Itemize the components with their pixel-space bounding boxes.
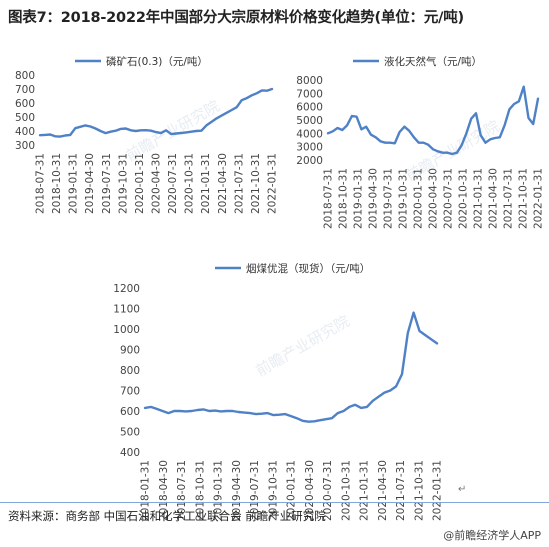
y-tick-label: 8000 [296, 75, 323, 87]
x-tick-label: 2020-01-31 [286, 460, 298, 521]
x-tick-label: 2022-01-31 [432, 460, 444, 521]
divider [0, 502, 549, 503]
return-mark: ↵ [458, 484, 467, 495]
x-tick-label: 2018-10-31 [338, 168, 350, 229]
x-tick-label: 2019-04-30 [368, 168, 380, 229]
x-tick-label: 2020-10-31 [458, 168, 470, 229]
x-tick-label: 2019-01-31 [353, 168, 365, 229]
y-tick-label: 600 [120, 406, 140, 418]
x-tick-label: 2018-07-31 [323, 168, 335, 229]
y-tick-label: 800 [120, 365, 140, 377]
y-tick-label: 600 [15, 98, 35, 110]
x-tick-label: 2018-07-31 [35, 153, 47, 214]
x-tick-label: 2019-10-31 [117, 153, 129, 214]
y-tick-label: 400 [120, 447, 140, 459]
lng-chart: 液化天然气（元/吨） 2000 3000 4000 5000 6000 7000 8000 20… [278, 50, 549, 250]
x-tick-label: 2020-04-30 [428, 168, 440, 229]
x-tick-label: 2019-01-31 [213, 460, 225, 521]
chart-svg: 烟煤优混（现货）（元/吨） 400 500 600 700 800 900 1000 1100 1… [113, 262, 443, 521]
y-tick-label: 900 [120, 345, 140, 357]
y-tick-label: 1200 [113, 283, 140, 295]
source-note: 资料来源：商务部 中国石油和化学工业联合会 前瞻产业研究院 [8, 509, 326, 523]
x-tick-label: 2022-01-31 [267, 153, 279, 214]
y-tick-label: 1100 [113, 304, 140, 316]
y-tick-label: 700 [120, 386, 140, 398]
y-tick-label: 300 [15, 140, 35, 152]
x-tick-label: 2021-10-31 [250, 153, 262, 214]
x-tick-label: 2020-04-30 [151, 153, 163, 214]
y-tick-label: 4000 [296, 128, 323, 140]
x-tick-label: 2019-04-30 [231, 460, 243, 521]
y-tick-label: 1000 [113, 324, 140, 336]
y-tick-label: 500 [120, 427, 140, 439]
x-tick-label: 2018-10-31 [51, 153, 63, 214]
series-line [38, 87, 274, 138]
x-tick-label: 2021-07-31 [395, 460, 407, 521]
y-tick-label: 700 [15, 84, 35, 96]
x-tick-label: 2020-07-31 [167, 153, 179, 214]
x-tick-label: 2021-01-31 [200, 153, 212, 214]
legend-label: 液化天然气（元/吨） [384, 55, 482, 68]
x-tick-label: 2018-07-31 [176, 460, 188, 521]
x-tick-label: 2021-04-30 [488, 168, 500, 229]
x-tick-label: 2019-07-31 [101, 153, 113, 214]
x-tick-label: 2020-01-31 [134, 153, 146, 214]
x-tick-label: 2018-01-31 [140, 460, 152, 521]
x-tick-label: 2020-07-31 [443, 168, 455, 229]
x-tick-label: 2021-10-31 [413, 460, 425, 521]
x-tick-label: 2018-04-30 [158, 460, 170, 521]
x-tick-label: 2021-07-31 [503, 168, 515, 229]
x-tick-label: 2019-07-31 [249, 460, 261, 521]
series-line [326, 85, 540, 156]
x-tick-label: 2020-07-31 [322, 460, 334, 521]
y-tick-label: 500 [15, 112, 35, 124]
x-tick-label: 2019-01-31 [68, 153, 80, 214]
y-tick-label: 2000 [296, 155, 323, 167]
x-tick-label: 2022-01-31 [533, 168, 545, 229]
y-tick-label: 800 [15, 70, 35, 82]
x-tick-label: 2018-10-31 [194, 460, 206, 521]
x-tick-label: 2019-10-31 [267, 460, 279, 521]
legend: 烟煤优混（现货）（元/吨） [215, 262, 370, 275]
x-tick-label: 2021-01-31 [359, 460, 371, 521]
y-tick-label: 400 [15, 126, 35, 138]
x-tick-label: 2020-10-31 [340, 460, 352, 521]
legend: 磷矿石(0.3)（元/吨） [75, 55, 208, 68]
x-tick-label: 2019-07-31 [383, 168, 395, 229]
x-tick-label: 2020-10-31 [184, 153, 196, 214]
chart-figure-title: 图表7：2018-2022年中国部分大宗原材料价格变化趋势(单位：元/吨) [8, 10, 464, 26]
brand-label: @前瞻经济学人APP [443, 529, 541, 542]
x-tick-label: 2021-07-31 [233, 153, 245, 214]
x-tick-label: 2021-04-30 [377, 460, 389, 521]
x-tick-label: 2020-01-31 [413, 168, 425, 229]
x-tick-label: 2021-10-31 [518, 168, 530, 229]
x-tick-label: 2021-01-31 [473, 168, 485, 229]
y-tick-label: 3000 [296, 142, 323, 154]
series-line [143, 311, 439, 423]
legend-label: 烟煤优混（现货）（元/吨） [246, 262, 370, 275]
legend-label: 磷矿石(0.3)（元/吨） [106, 55, 208, 68]
phosphate-rock-chart: 磷矿石(0.3)（元/吨） 300 400 500 600 700 800 2018-07-3… [0, 50, 280, 250]
x-tick-label: 2019-04-30 [84, 153, 96, 214]
chart-svg: 磷矿石(0.3)（元/吨） 300 400 500 600 700 800 2018-07-3… [15, 55, 279, 214]
y-tick-label: 5000 [296, 115, 323, 127]
x-tick-label: 2019-10-31 [398, 168, 410, 229]
y-tick-label: 7000 [296, 88, 323, 100]
bituminous-coal-chart: 烟煤优混（现货）（元/吨） 400 500 600 700 800 900 1000 1100 1… [100, 258, 460, 521]
x-tick-label: 2021-04-30 [217, 153, 229, 214]
legend: 液化天然气（元/吨） [353, 55, 482, 68]
y-tick-label: 6000 [296, 102, 323, 114]
x-tick-label: 2020-04-30 [304, 460, 316, 521]
